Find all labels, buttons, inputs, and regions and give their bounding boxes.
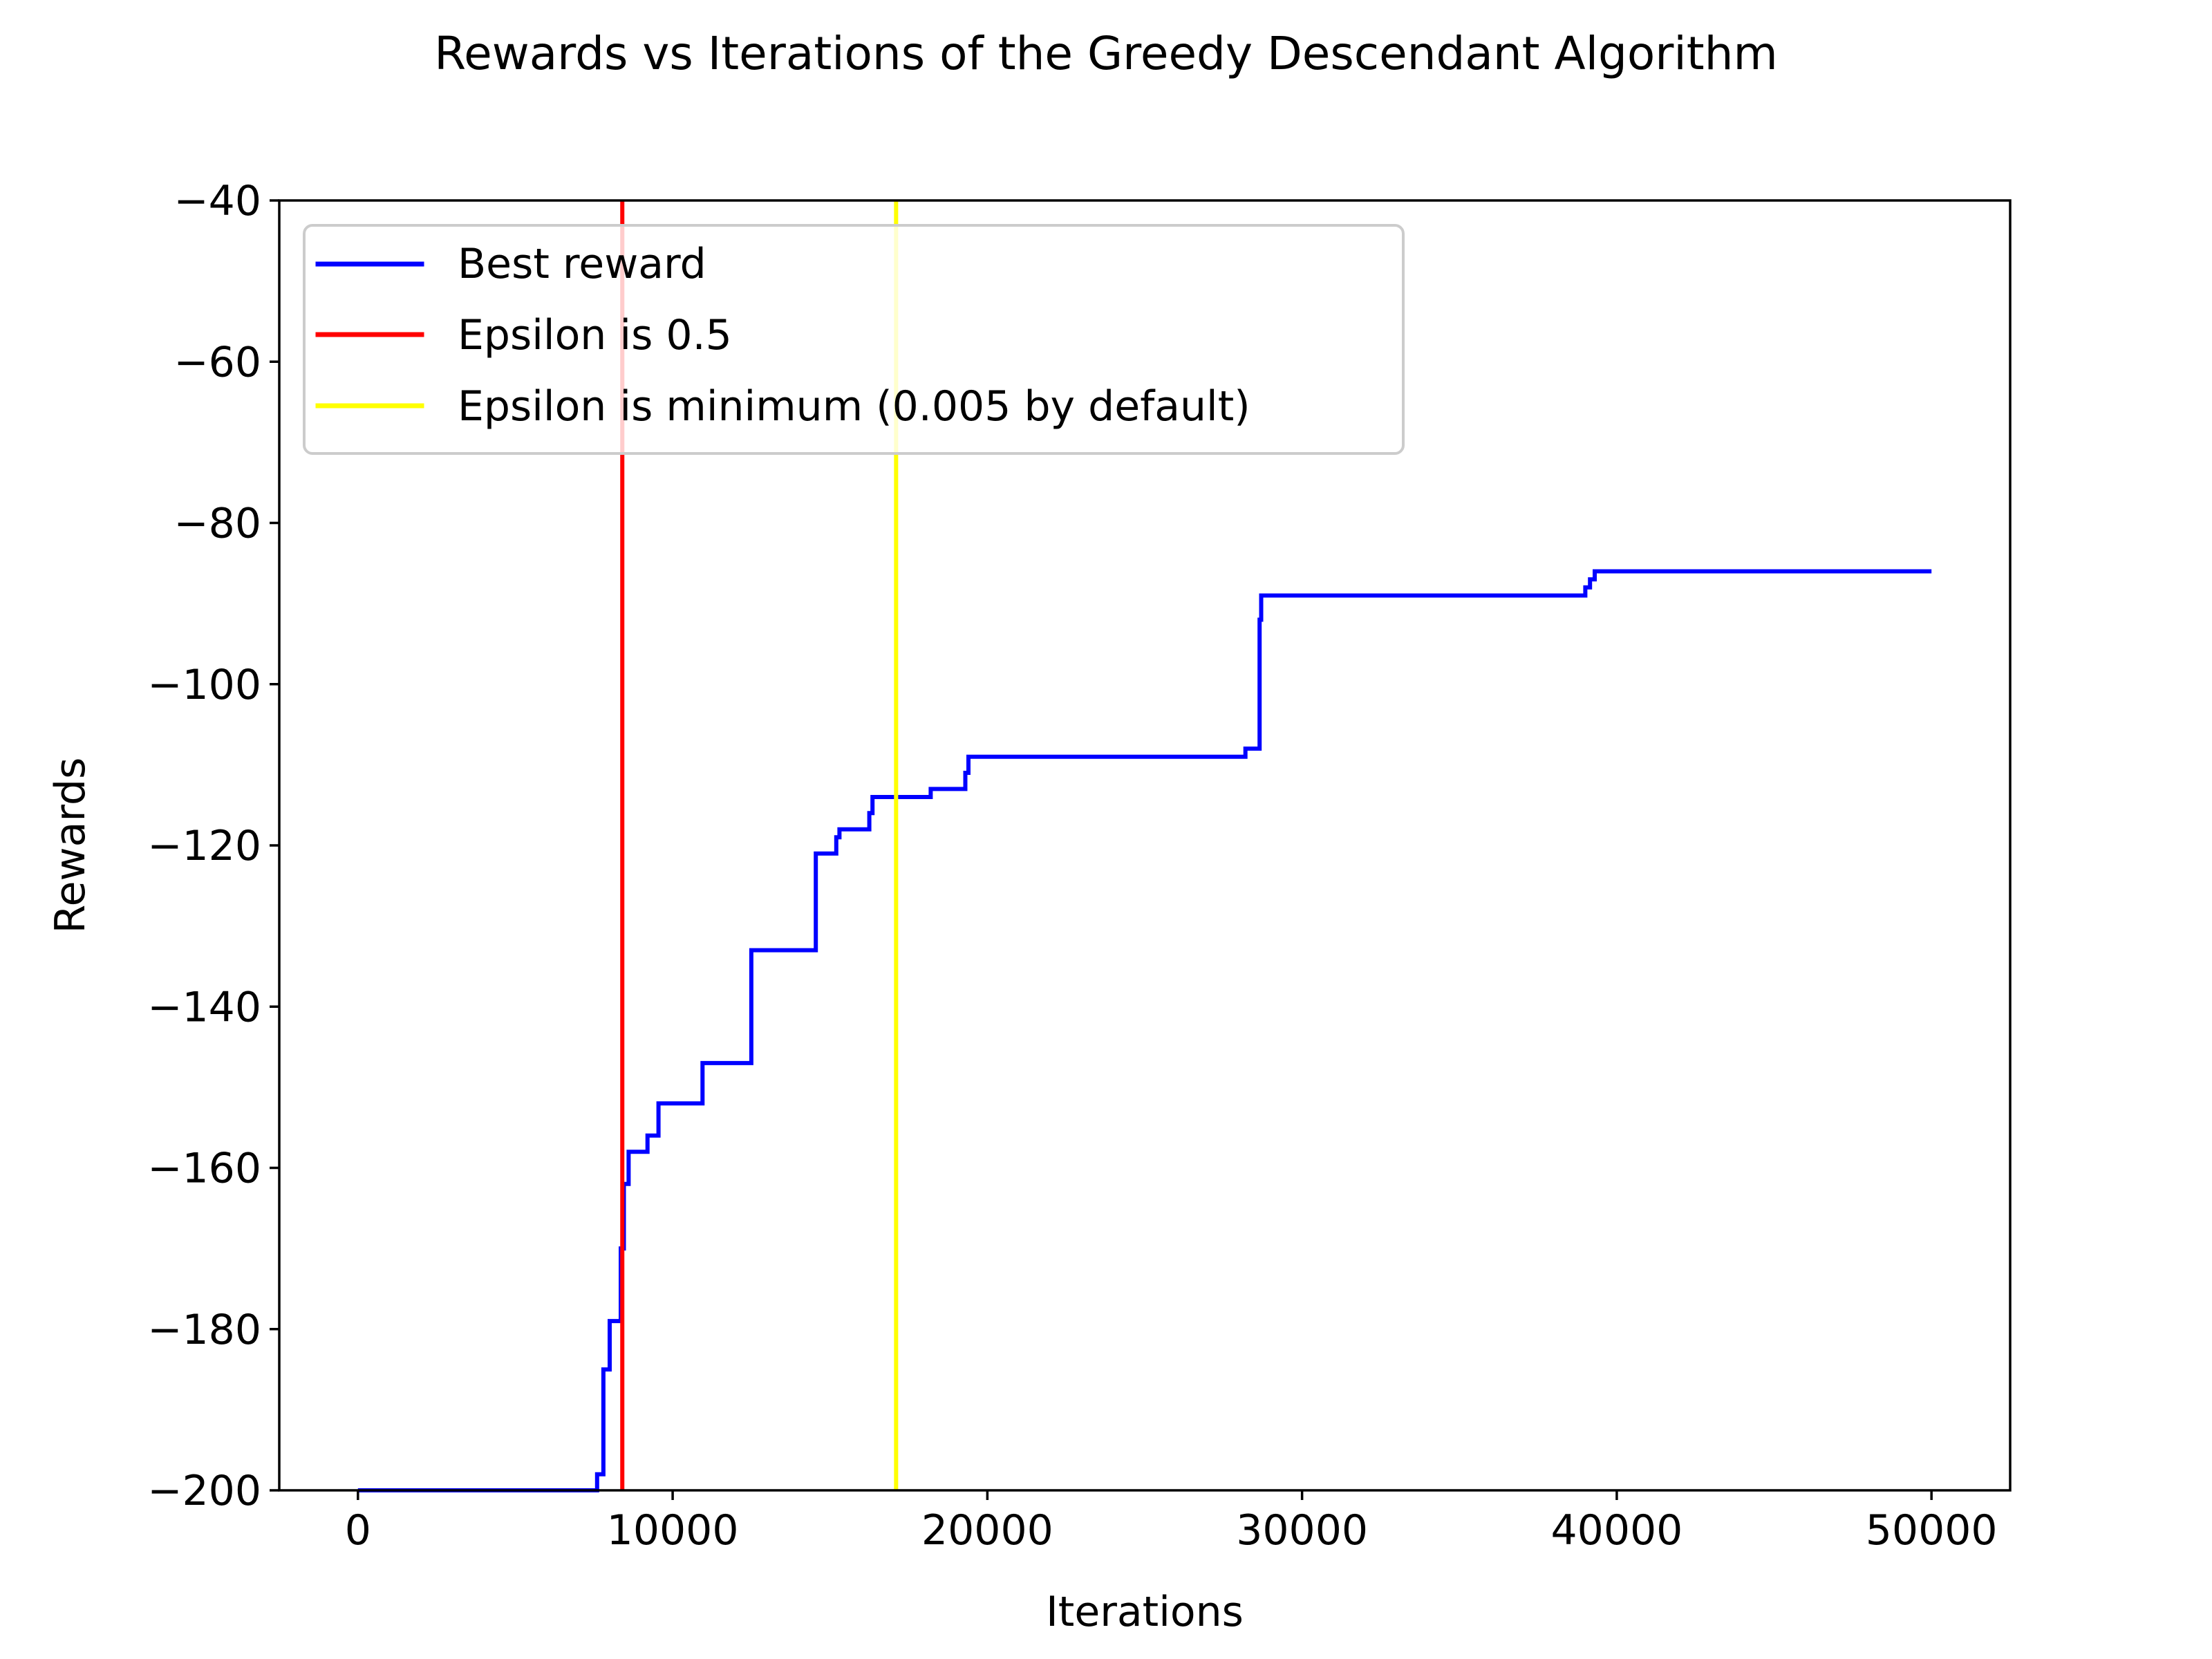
legend: Best reward Epsilon is 0.5 Epsilon is mi… bbox=[303, 224, 1405, 455]
x-tick-label: 30000 bbox=[1236, 1506, 1368, 1555]
y-tick-label: −40 bbox=[174, 177, 261, 225]
axes: 0 10000 20000 30000 40000 50000 −40 −60 −80 −100 −… bbox=[147, 177, 1997, 1555]
y-tick-label: −140 bbox=[147, 983, 261, 1031]
y-tick-label: −180 bbox=[147, 1306, 261, 1354]
y-tick-label: −200 bbox=[147, 1467, 261, 1515]
x-tick-label: 0 bbox=[345, 1506, 371, 1555]
legend-label-best-reward: Best reward bbox=[458, 240, 706, 288]
y-tick-label: −160 bbox=[147, 1145, 261, 1193]
x-axis-label: Iterations bbox=[1046, 1588, 1244, 1636]
y-tick-label: −100 bbox=[147, 661, 261, 709]
legend-box bbox=[303, 224, 1405, 455]
x-tick-label: 50000 bbox=[1866, 1506, 1998, 1555]
series-line-best-reward bbox=[357, 569, 1932, 1492]
x-tick-label: 40000 bbox=[1550, 1506, 1683, 1555]
legend-label-epsilon-min: Epsilon is minimum (0.005 by default) bbox=[458, 382, 1250, 431]
x-tick-label: 20000 bbox=[921, 1506, 1053, 1555]
chart-title: Rewards vs Iterations of the Greedy Desc… bbox=[434, 27, 1778, 80]
y-tick-label: −60 bbox=[174, 338, 261, 386]
y-tick-label: −80 bbox=[174, 500, 261, 548]
y-tick-label: −120 bbox=[147, 822, 261, 870]
y-axis-label: Rewards bbox=[46, 758, 95, 934]
x-tick-label: 10000 bbox=[607, 1506, 739, 1555]
legend-label-epsilon-half: Epsilon is 0.5 bbox=[458, 311, 732, 359]
